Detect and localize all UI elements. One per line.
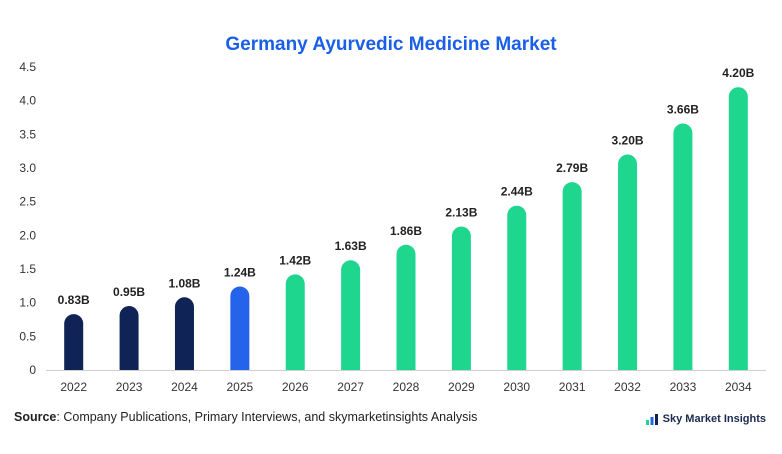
y-tick-label: 0.5 (19, 329, 36, 343)
y-tick-label: 1.5 (19, 262, 36, 276)
data-label: 1.42B (279, 253, 311, 267)
data-label: 1.24B (224, 266, 256, 280)
bar-2026 (285, 274, 305, 370)
data-label: 3.66B (667, 103, 699, 117)
bar-2031 (562, 182, 582, 370)
data-label: 0.95B (113, 285, 145, 299)
x-tick-label: 2026 (282, 380, 309, 394)
x-tick-label: 2034 (725, 380, 752, 394)
source-label: Source (14, 410, 57, 424)
bars: 0.83B 0.95B 1.08B 1.24B 1.42B 1.63B 1.86B 2.13B… (58, 66, 755, 370)
x-tick-label: 2025 (226, 380, 253, 394)
bar-2023 (119, 306, 139, 370)
x-tick-label: 2028 (393, 380, 420, 394)
data-label: 4.20B (722, 66, 754, 80)
bar-2032 (618, 154, 638, 370)
x-tick-label: 2027 (337, 380, 364, 394)
data-label: 2.79B (556, 161, 588, 175)
y-tick-label: 1.0 (19, 296, 36, 310)
bar-2029 (451, 226, 471, 370)
y-tick-label: 2.0 (19, 228, 36, 242)
y-tick-label: 3.0 (19, 161, 36, 175)
bar-2022 (64, 314, 84, 370)
y-tick-label: 4.0 (19, 94, 36, 108)
x-axis: 2022 2023 2024 2025 2026 2027 2028 2029 2030 2031… (46, 370, 766, 394)
data-label: 2.44B (501, 185, 533, 199)
y-tick-label: 2.5 (19, 195, 36, 209)
brand-name: Sky Market Insights (662, 413, 766, 425)
x-tick-label: 2022 (60, 380, 87, 394)
chart-title: Germany Ayurvedic Medicine Market (225, 34, 557, 55)
data-label: 1.63B (335, 239, 367, 253)
bar-2027 (341, 260, 361, 370)
y-tick-label: 3.5 (19, 127, 36, 141)
source-note: Source: Company Publications, Primary In… (14, 410, 477, 424)
data-label: 3.20B (612, 134, 644, 148)
bar-2025 (230, 286, 250, 370)
brand-logo: Sky Market Insights (645, 412, 766, 426)
y-axis: 0 0.5 1.0 1.5 2.0 2.5 3.0 3.5 4.0 4.5 (19, 60, 36, 377)
x-tick-label: 2031 (559, 380, 586, 394)
bar-2030 (507, 205, 527, 370)
x-tick-label: 2033 (670, 380, 697, 394)
bar-2033 (673, 123, 693, 370)
y-tick-label: 0 (29, 363, 36, 377)
y-tick-label: 4.5 (19, 60, 36, 74)
x-tick-label: 2032 (614, 380, 641, 394)
data-label: 0.83B (58, 293, 90, 307)
data-label: 1.08B (168, 276, 200, 290)
bar-2024 (174, 297, 194, 370)
bar-2034 (728, 87, 748, 370)
x-tick-label: 2029 (448, 380, 475, 394)
source-text: : Company Publications, Primary Intervie… (56, 410, 478, 424)
data-label: 2.13B (445, 206, 477, 220)
x-tick-label: 2023 (116, 380, 143, 394)
bar-2028 (396, 244, 416, 370)
chart-logo-icon (645, 414, 658, 425)
x-tick-label: 2024 (171, 380, 198, 394)
x-tick-label: 2030 (503, 380, 530, 394)
data-label: 1.86B (390, 224, 422, 238)
